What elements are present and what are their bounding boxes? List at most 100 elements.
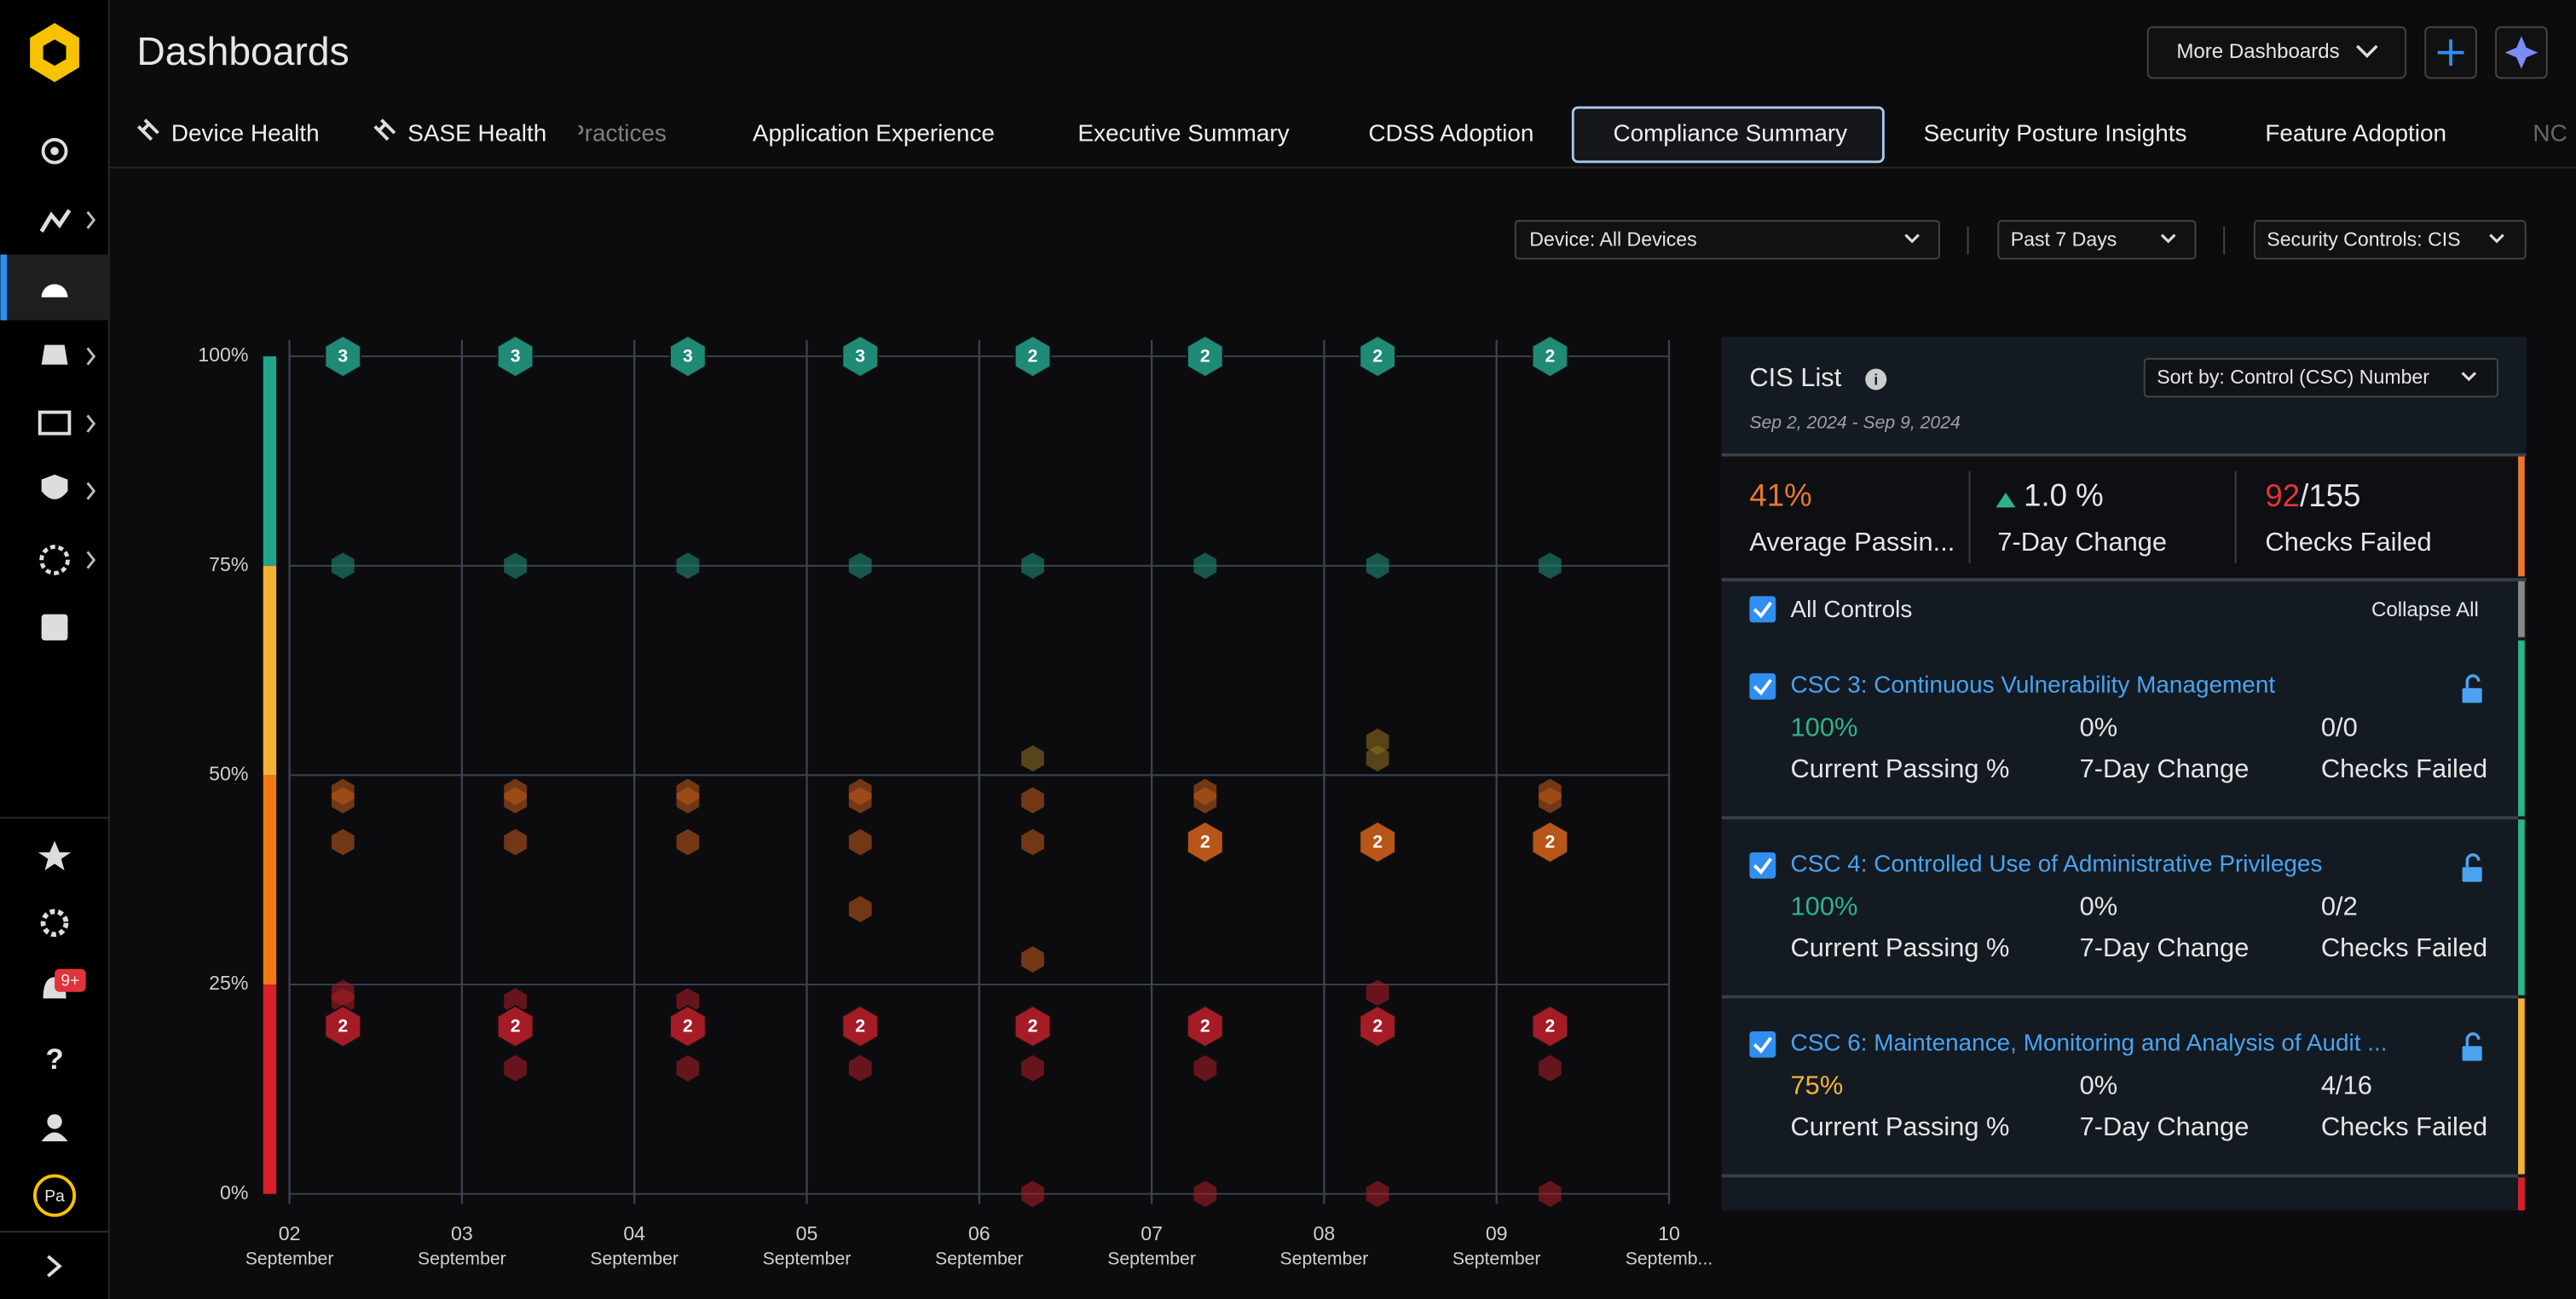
hex-point[interactable] <box>496 1004 534 1048</box>
hex-point[interactable] <box>1021 787 1044 814</box>
tab[interactable]: Feature Adoption <box>2265 119 2446 146</box>
nav-icon[interactable] <box>41 474 68 499</box>
hex-point[interactable] <box>1531 820 1569 864</box>
hex-point[interactable] <box>676 552 700 580</box>
hex-point[interactable] <box>1193 552 1217 580</box>
hex-point[interactable] <box>1021 1054 1044 1082</box>
lock-icon[interactable] <box>2462 688 2482 703</box>
lock-icon[interactable] <box>2462 867 2482 882</box>
hex-point[interactable] <box>331 787 355 814</box>
hex-point[interactable] <box>848 896 872 923</box>
info-icon[interactable] <box>1865 368 1887 390</box>
tab-active[interactable]: Compliance Summary <box>1613 119 1847 146</box>
hex-point[interactable] <box>1021 745 1044 772</box>
nav-icon[interactable] <box>38 410 72 436</box>
avatar[interactable] <box>33 1174 77 1217</box>
hex-point[interactable] <box>1539 552 1562 580</box>
tab[interactable]: NC <box>2533 119 2567 146</box>
hex-point[interactable] <box>848 828 872 856</box>
hex-point[interactable] <box>1366 979 1389 1007</box>
nav-icon[interactable] <box>41 614 68 641</box>
hex-point[interactable] <box>331 828 355 856</box>
hex-point[interactable] <box>848 1054 872 1082</box>
hex-point[interactable] <box>1186 1004 1224 1048</box>
nav-icon[interactable] <box>39 209 72 233</box>
tab[interactable]: Application Experience <box>753 119 995 146</box>
checkbox[interactable] <box>1749 596 1776 623</box>
tab[interactable]: Security Posture Insights <box>1924 119 2187 146</box>
tab[interactable]: Device Health <box>171 119 320 146</box>
nav-icon[interactable] <box>41 344 68 365</box>
checkbox[interactable] <box>1749 673 1776 700</box>
checkbox[interactable] <box>1749 852 1776 879</box>
hex-point[interactable] <box>504 787 527 814</box>
hex-point[interactable] <box>676 828 700 856</box>
hex-point[interactable] <box>676 988 700 1015</box>
favorites-icon[interactable] <box>38 840 72 871</box>
hex-point[interactable] <box>1539 1054 1562 1082</box>
hex-point[interactable] <box>1186 820 1224 864</box>
hex-point[interactable] <box>504 988 527 1015</box>
filter[interactable] <box>1514 220 1940 260</box>
control-name[interactable]: CSC 6: Maintenance, Monitoring and Analy… <box>1791 1030 2388 1056</box>
nav-icon[interactable] <box>39 545 70 575</box>
settings-icon[interactable] <box>40 909 69 938</box>
hex-point[interactable] <box>848 787 872 814</box>
user-icon[interactable] <box>47 1114 62 1129</box>
help-icon[interactable]: ? <box>45 1043 63 1076</box>
sort-dropdown[interactable] <box>2143 358 2498 398</box>
hex-point[interactable] <box>324 334 362 378</box>
hex-point[interactable] <box>1014 334 1052 378</box>
hex-point[interactable] <box>1193 787 1217 814</box>
tab[interactable]: CDSS Adoption <box>1368 119 1533 146</box>
hex-point[interactable] <box>1539 787 1562 814</box>
hex-point[interactable] <box>496 334 534 378</box>
control-name[interactable]: CSC 4: Controlled Use of Administrative … <box>1791 851 2323 877</box>
status-bar <box>2518 640 2525 817</box>
hex-point[interactable] <box>1021 552 1044 580</box>
hex-point[interactable] <box>1014 1004 1052 1048</box>
hex-point[interactable] <box>1021 828 1044 856</box>
hex-point[interactable] <box>1531 1004 1569 1048</box>
expand[interactable] <box>47 1255 62 1278</box>
hex-point[interactable] <box>1193 1181 1217 1208</box>
hex-point[interactable] <box>331 988 355 1015</box>
hex-point[interactable] <box>848 552 872 580</box>
collapse-all[interactable]: Collapse All <box>2371 598 2479 621</box>
hex-point[interactable] <box>669 1004 707 1048</box>
hex-point[interactable] <box>1366 728 1389 755</box>
tab[interactable]: SASE Health <box>407 119 546 146</box>
hex-point[interactable] <box>676 1054 700 1082</box>
hex-point[interactable] <box>1366 552 1389 580</box>
hex-point[interactable] <box>1021 1181 1044 1208</box>
hex-point[interactable] <box>331 552 355 580</box>
hex-point[interactable] <box>1186 334 1224 378</box>
more-dashboards[interactable] <box>2146 26 2407 79</box>
filter[interactable] <box>1997 220 2197 260</box>
hex-point[interactable] <box>1366 745 1389 772</box>
hex-point[interactable] <box>324 1004 362 1048</box>
hex-point[interactable] <box>1359 1004 1396 1048</box>
hex-point[interactable] <box>504 552 527 580</box>
hex-point[interactable] <box>676 787 700 814</box>
checkbox[interactable] <box>1749 1031 1776 1058</box>
hex-point[interactable] <box>669 334 707 378</box>
hex-point[interactable] <box>1021 946 1044 973</box>
hex-point[interactable] <box>504 1054 527 1082</box>
hex-point[interactable] <box>841 1004 880 1048</box>
hex-point[interactable] <box>841 334 880 378</box>
nav-icon[interactable] <box>41 137 68 165</box>
control-name[interactable]: CSC 3: Continuous Vulnerability Manageme… <box>1791 672 2276 698</box>
filter[interactable] <box>2253 220 2527 260</box>
hex-point[interactable] <box>504 828 527 856</box>
tab[interactable]: Executive Summary <box>1077 119 1289 146</box>
tab[interactable]: Practices <box>569 119 667 146</box>
hex-point[interactable] <box>1193 1054 1217 1082</box>
hex-point[interactable] <box>1539 1181 1562 1208</box>
hex-point[interactable] <box>1366 1181 1389 1208</box>
hex-point[interactable] <box>1359 820 1396 864</box>
hex-point[interactable] <box>1359 334 1396 378</box>
hex-count: 3 <box>511 347 521 367</box>
hex-point[interactable] <box>1531 334 1569 378</box>
lock-icon[interactable] <box>2462 1046 2482 1061</box>
